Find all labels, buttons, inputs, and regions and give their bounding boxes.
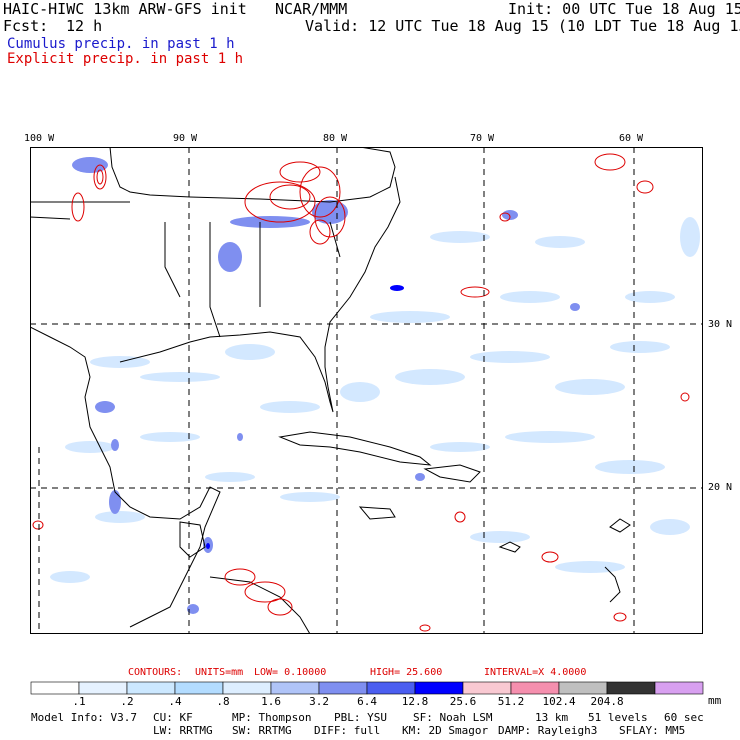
contours-low: LOW= 0.10000	[254, 667, 327, 678]
colorbar-swatch	[462, 681, 512, 695]
colorbar-tick-label: 204.8	[590, 695, 624, 708]
lon-label-60w: 60 W	[619, 133, 644, 144]
lat-label-30n: 30 N	[708, 319, 733, 330]
heavy-precip-core	[206, 285, 404, 549]
colorbar-tick-label: .8	[216, 695, 230, 708]
contours-label: CONTOURS:	[128, 667, 183, 678]
contours-interval: INTERVAL=X 4.0000	[484, 667, 587, 678]
model-info-km: KM: 2D Smagor	[402, 724, 489, 737]
colorbar-swatch	[222, 681, 272, 695]
colorbar-tick-label: .2	[120, 695, 134, 708]
colorbar-swatch	[654, 681, 704, 695]
colorbar-unit: mm	[708, 694, 722, 707]
model-info-sf: SF: Noah LSM	[413, 711, 493, 724]
colorbar-swatch	[510, 681, 560, 695]
model-info-lw: LW: RRTMG	[153, 724, 213, 737]
model-info-diff: DIFF: full	[314, 724, 381, 737]
contours-high: HIGH= 25.600	[370, 667, 443, 678]
precipitation-map	[30, 147, 703, 634]
colorbar-tick-label: 25.6	[449, 695, 477, 708]
colorbar	[30, 681, 704, 695]
colorbar-tick-label: 12.8	[401, 695, 429, 708]
model-title: HAIC-HIWC 13km ARW-GFS init	[3, 0, 247, 18]
fcst-label: Fcst:	[3, 17, 49, 35]
lat-label-20n: 20 N	[708, 482, 733, 493]
colorbar-tick-label: 51.2	[497, 695, 525, 708]
model-info-levels: 51 levels	[588, 711, 648, 724]
model-info-step: 60 sec	[664, 711, 704, 724]
contours-units: UNITS=mm	[195, 667, 244, 678]
lon-label-100w: 100 W	[24, 133, 55, 144]
coastlines	[30, 147, 631, 634]
colorbar-tick-label: .4	[168, 695, 182, 708]
colorbar-swatch	[126, 681, 176, 695]
lon-label-80w: 80 W	[323, 133, 348, 144]
colorbar-tick-label: 102.4	[542, 695, 576, 708]
init-time: Init: 00 UTC Tue 18 Aug 15	[508, 0, 740, 18]
colorbar-swatch	[606, 681, 656, 695]
legend-cumulus: Cumulus precip. in past 1 h	[7, 36, 235, 52]
model-info-pbl: PBL: YSU	[334, 711, 387, 724]
graticule	[30, 147, 703, 634]
colorbar-swatch	[414, 681, 464, 695]
colorbar-swatch	[78, 681, 128, 695]
lon-label-90w: 90 W	[173, 133, 198, 144]
model-info-sflay: SFLAY: MM5	[619, 724, 686, 737]
model-info-damp: DAMP: Rayleigh3	[498, 724, 598, 737]
model-info-sw: SW: RRTMG	[232, 724, 292, 737]
colorbar-swatch	[558, 681, 608, 695]
lon-label-70w: 70 W	[470, 133, 495, 144]
org-label: NCAR/MMM	[275, 0, 348, 18]
legend-explicit: Explicit precip. in past 1 h	[7, 51, 244, 67]
light-precip-areas	[50, 217, 700, 583]
model-info-res: 13 km	[535, 711, 569, 724]
colorbar-tick-label: .1	[72, 695, 86, 708]
model-info-version: Model Info: V3.7	[31, 711, 137, 724]
explicit-precip-contours	[32, 153, 690, 632]
colorbar-tick-label: 1.6	[261, 695, 281, 708]
colorbar-swatch	[318, 681, 368, 695]
colorbar-tick-label: 6.4	[357, 695, 377, 708]
valid-time: Valid: 12 UTC Tue 18 Aug 15 (10 LDT Tue …	[305, 17, 740, 35]
model-info-mp: MP: Thompson	[232, 711, 312, 724]
colorbar-swatch	[366, 681, 416, 695]
model-info-cu: CU: KF	[153, 711, 193, 724]
colorbar-tick-label: 3.2	[309, 695, 329, 708]
colorbar-swatch	[174, 681, 224, 695]
colorbar-swatch	[30, 681, 80, 695]
colorbar-swatch	[270, 681, 320, 695]
fcst-value: 12 h	[66, 17, 103, 35]
